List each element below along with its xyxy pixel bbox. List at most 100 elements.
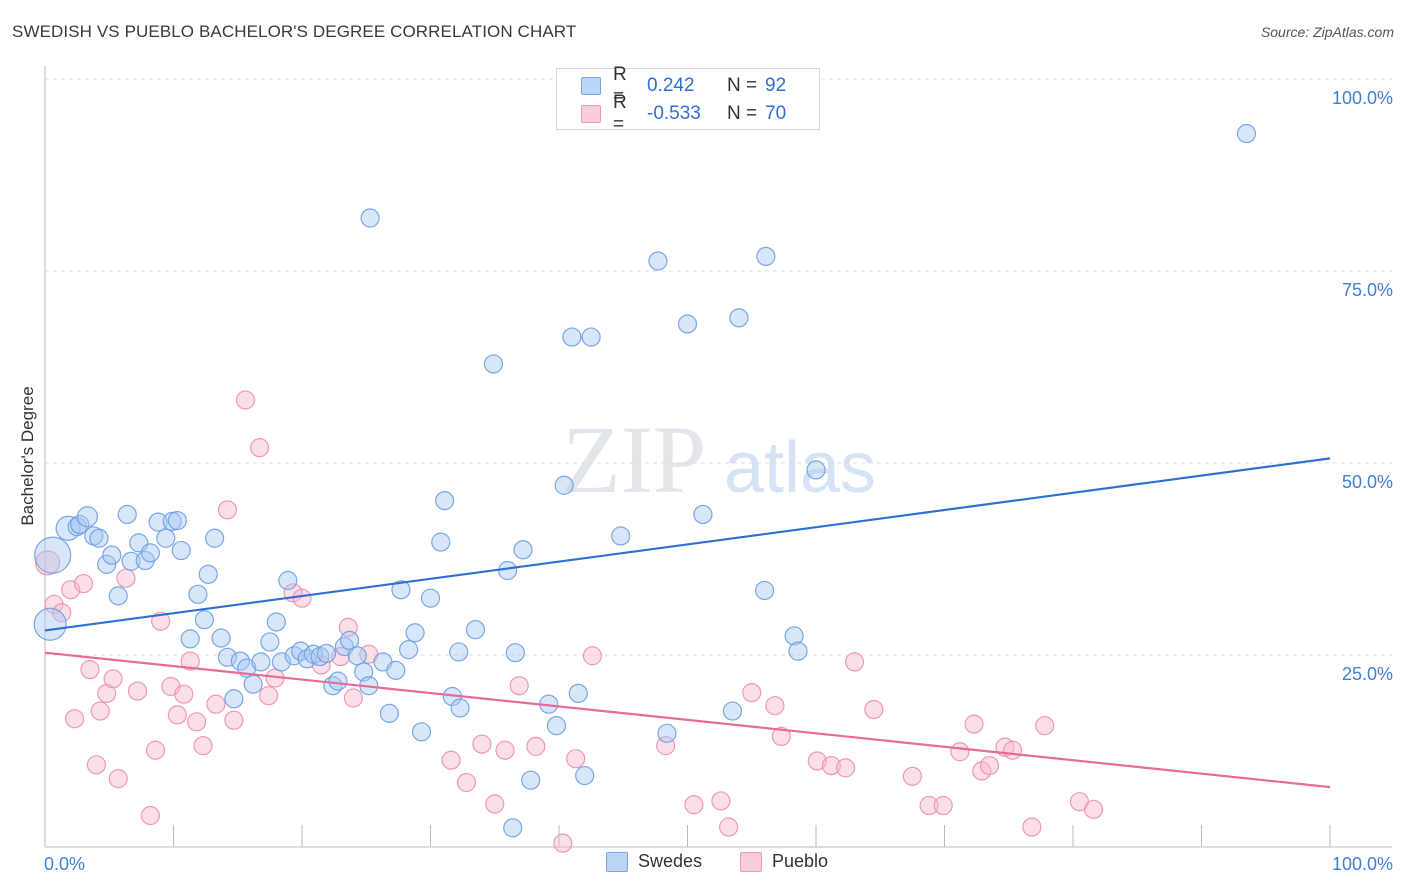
y-tick-label: 50.0%: [1342, 472, 1393, 492]
watermark: ZIP atlas: [562, 406, 876, 513]
swedes-point: [498, 560, 518, 581]
swedes-point: [33, 607, 67, 641]
swedes-point: [260, 632, 280, 652]
legend-r-label: R =: [613, 64, 627, 107]
legend-n-label: N =: [727, 75, 758, 96]
swedes-point: [420, 588, 441, 608]
swedes-point: [76, 506, 99, 528]
pueblo-point: [1035, 716, 1055, 736]
pueblo-point: [835, 758, 856, 778]
swedes-point: [156, 528, 176, 548]
swedes-point: [693, 504, 713, 525]
pueblo-point: [64, 709, 85, 729]
tick-labels: 25.0% 50.0% 75.0% 100.0% 0.0% 100.0%: [44, 88, 1393, 874]
pueblo-point: [292, 588, 312, 608]
swedes-point: [167, 510, 187, 531]
pueblo-point: [73, 573, 94, 594]
trend-lines: [44, 457, 1331, 789]
swedes-point: [756, 246, 776, 267]
legend-row-pueblo: R = -0.533 N = 70: [581, 92, 787, 135]
pueblo-point: [206, 694, 226, 714]
swedes-point: [108, 586, 128, 606]
pueblo-point: [217, 500, 238, 520]
pueblo-point: [844, 652, 865, 672]
legend-item-pueblo[interactable]: Pueblo: [740, 851, 828, 872]
swedes-point: [450, 698, 470, 718]
pueblo-point: [456, 772, 477, 793]
pueblo-point: [582, 646, 603, 666]
swedes-point: [754, 580, 775, 601]
swedes-point: [562, 327, 582, 347]
swedes-point: [278, 570, 298, 591]
y-tick-label: 25.0%: [1342, 664, 1393, 684]
swedes-points: [33, 123, 1257, 838]
pueblo-point: [950, 742, 970, 762]
legend-label-pueblo: Pueblo: [772, 851, 829, 871]
swedes-point: [97, 554, 117, 574]
swedes-point: [117, 504, 137, 525]
pueblo-point: [765, 696, 785, 716]
swedes-point: [648, 251, 668, 271]
pueblo-point: [526, 736, 546, 756]
swedes-point: [217, 647, 238, 667]
legend-n-value: 70: [765, 103, 787, 124]
pueblo-point: [224, 710, 244, 730]
pueblo-point: [167, 705, 187, 725]
pueblo-point: [821, 755, 842, 776]
pueblo-point: [979, 755, 1000, 776]
swedes-point: [581, 327, 601, 347]
pueblo-point: [108, 769, 128, 789]
pueblo-point: [441, 750, 461, 770]
chart-source: Source: ZipAtlas.com: [1260, 24, 1394, 40]
y-tick-label: 100.0%: [1332, 88, 1393, 108]
swedes-point: [121, 551, 141, 571]
swedes-point: [503, 818, 523, 838]
axes: [44, 66, 1392, 848]
legend-item-swedes[interactable]: Swedes: [606, 851, 702, 872]
pueblo-point: [1003, 740, 1023, 760]
pueblo-point: [964, 714, 984, 734]
legend-label-swedes: Swedes: [638, 851, 703, 871]
pueblo-point: [864, 699, 884, 720]
pueblo-point: [174, 684, 194, 704]
swedes-point: [449, 642, 469, 662]
swedes-point: [70, 514, 90, 535]
swedes-point: [435, 491, 455, 511]
pueblo-point: [86, 755, 107, 775]
legend-r-label: R =: [613, 92, 627, 135]
pueblo-trend-line: [44, 651, 1331, 789]
swedes-point: [677, 314, 698, 334]
swedes-point: [521, 770, 541, 790]
swedes-point: [788, 641, 808, 661]
grid-lines: [45, 78, 1392, 656]
swedes-point: [339, 630, 360, 651]
pueblo-point: [1022, 817, 1042, 837]
swedes-point: [251, 652, 271, 672]
pueblo-point: [485, 794, 505, 814]
swedes-point: [171, 540, 191, 561]
swedes-point: [729, 308, 749, 328]
swedes-point: [513, 540, 533, 560]
swedes-point: [379, 703, 399, 723]
pueblo-point: [472, 734, 492, 754]
swedes-point: [399, 640, 419, 660]
swedes-point: [1236, 123, 1257, 144]
legend-swatch-blue: [606, 851, 628, 872]
swedes-point: [224, 689, 244, 709]
legend-swatch-pink: [581, 105, 601, 123]
pueblo-point: [711, 791, 731, 811]
pueblo-point: [566, 749, 586, 769]
x-tick-label: 100.0%: [1332, 854, 1393, 874]
swedes-point: [188, 584, 208, 604]
swedes-point: [328, 671, 348, 691]
pueblo-point: [807, 751, 827, 771]
x-tick-label: 0.0%: [44, 854, 85, 874]
series-legend: Swedes Pueblo: [0, 851, 1406, 877]
pueblo-point: [742, 683, 762, 703]
swedes-point: [411, 722, 432, 742]
swedes-point: [194, 610, 214, 630]
pueblo-point: [771, 726, 791, 747]
pueblo-point: [193, 736, 213, 756]
swedes-point: [386, 660, 406, 680]
pueblo-point: [330, 646, 351, 667]
